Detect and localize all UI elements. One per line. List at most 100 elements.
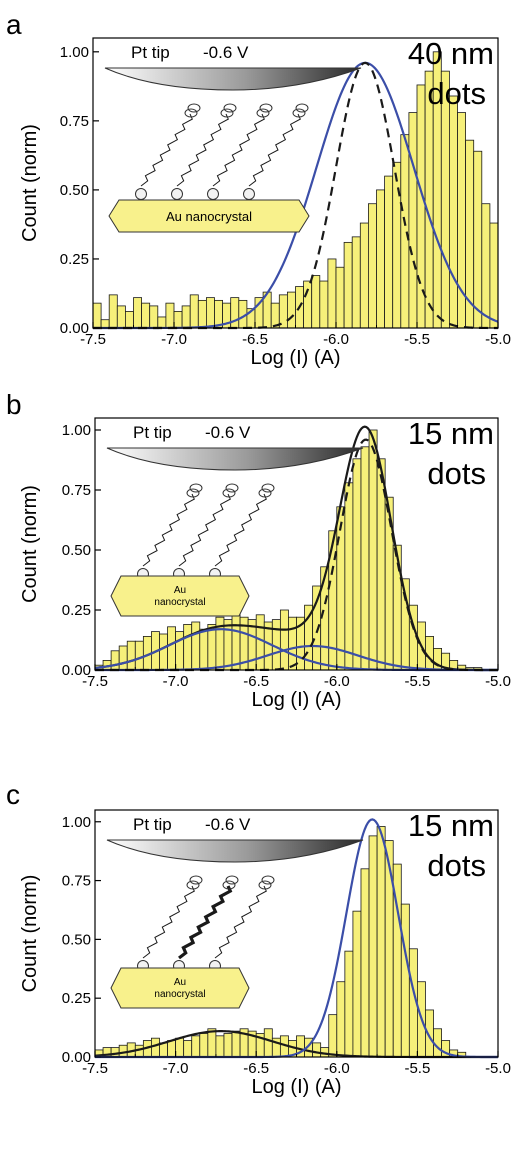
size-label: dots [427, 456, 486, 491]
nanocrystal-label-line: nanocrystal [154, 989, 205, 1000]
nanocrystal-label-line: nanocrystal [154, 597, 205, 608]
histogram-bar [191, 621, 201, 671]
size-label: 40 nm [408, 36, 494, 71]
x-tick-label: -5.5 [404, 1060, 430, 1077]
histogram-bar [141, 302, 151, 329]
molecule-chain [214, 493, 267, 567]
y-tick-label: 0.25 [62, 990, 91, 1007]
headgroup-icon [259, 103, 273, 113]
x-tick-label: -5.5 [404, 673, 430, 690]
headgroup-icon [189, 875, 203, 885]
histogram-bar [312, 1042, 322, 1058]
histogram-bar [335, 266, 345, 329]
histogram-bar [392, 161, 402, 329]
molecule-chain [248, 113, 301, 187]
histogram-bar [126, 640, 136, 671]
pt-tip-icon [106, 447, 364, 471]
headgroup-icon [187, 103, 201, 113]
size-label: dots [427, 76, 486, 111]
y-tick-label: 0.50 [62, 542, 91, 559]
histogram-bar [344, 950, 354, 1058]
histogram-bar [125, 311, 134, 329]
chart-panel-a: a -7.5 -7.0 -6.5 -6.0 -5.5 -5.0 0.00 0.25 0.50 0.7… [6, 9, 511, 369]
y-tick-label: 0.00 [60, 320, 89, 337]
histogram-bar [191, 1035, 201, 1058]
x-tick-label: -6.5 [243, 673, 269, 690]
y-tick-label: 0.00 [62, 1049, 91, 1066]
histogram-bar [336, 506, 346, 671]
histogram-bar [199, 628, 209, 671]
molecule-chain [214, 885, 267, 959]
histogram-bar [376, 826, 386, 1058]
y-tick-label: 0.50 [60, 182, 89, 199]
histogram-bar [199, 1033, 209, 1058]
histogram-bar [351, 236, 361, 329]
headgroup-icon [261, 875, 275, 885]
y-axis-label: Count (norm) [19, 875, 41, 993]
histogram-bar [231, 612, 241, 671]
histogram-bar [183, 624, 193, 671]
molecule-chain [178, 885, 233, 960]
thiol-anchor-icon [207, 188, 219, 200]
headgroup-icon [258, 488, 272, 498]
histogram-bar [92, 302, 102, 329]
y-tick-label: 0.75 [62, 482, 91, 499]
headgroup-icon [225, 483, 239, 493]
bias-label: -0.6 V [205, 423, 251, 442]
x-tick-label: -6.5 [243, 1060, 269, 1077]
headgroup-icon [220, 108, 234, 118]
chart-panel-c: c -7.5 -7.0 -6.5 -6.0 -5.5 -5.0 0.00 0.25 0.50 0.7… [6, 779, 511, 1098]
panel-letter: c [6, 779, 20, 810]
y-axis-label: Count (norm) [19, 485, 41, 603]
histogram-bar [175, 1037, 185, 1058]
histogram-bar [205, 297, 215, 329]
histogram-bar [116, 305, 126, 329]
size-label: dots [427, 848, 486, 883]
histogram-bar [384, 175, 394, 329]
y-tick-label: 0.25 [62, 602, 91, 619]
histogram-bar [368, 835, 378, 1058]
y-tick-label: 0.00 [62, 662, 91, 679]
histogram-bar [263, 1028, 273, 1058]
molecule-chain [142, 885, 195, 959]
histogram-bars [92, 51, 499, 329]
histogram-bar [118, 645, 128, 671]
histogram-bar [183, 1040, 193, 1058]
histogram-bar [159, 1042, 168, 1058]
nanocrystal-label-line: Au [174, 977, 186, 988]
y-tick-label: 0.50 [62, 931, 91, 948]
histogram-bar [343, 241, 353, 329]
histogram-bar [286, 291, 296, 329]
tip-label: Pt tip [133, 815, 172, 834]
headgroup-icon [222, 488, 236, 498]
histogram-bar [367, 203, 377, 329]
histogram-bar [481, 203, 491, 329]
histogram-bar [288, 616, 297, 671]
y-tick-label: 1.00 [62, 814, 91, 831]
panel-letter: b [6, 389, 22, 420]
histogram-bar [359, 222, 369, 329]
histogram-bar [473, 150, 483, 329]
y-tick-label: 1.00 [60, 44, 89, 61]
histogram-bar [352, 458, 362, 671]
histogram-bar [384, 840, 394, 1058]
size-label: 15 nm [408, 416, 494, 451]
junction-schematic: Pt tip -0.6 V Au nanocrystal [104, 43, 362, 233]
y-axis-label: Count (norm) [19, 124, 41, 242]
histogram-bar [400, 134, 410, 329]
headgroup-icon [189, 483, 203, 493]
headgroup-icon [261, 483, 275, 493]
x-tick-label: -6.0 [323, 331, 349, 348]
panel-letter: a [6, 9, 22, 40]
histogram-bar [157, 316, 167, 329]
x-tick-label: -6.0 [324, 1060, 350, 1077]
x-tick-label: -5.0 [485, 1060, 511, 1077]
y-tick-label: 0.25 [60, 251, 89, 268]
nanocrystal-label-line: Au [174, 585, 186, 596]
y-tick-label: 0.75 [62, 873, 91, 890]
histogram-bar [151, 1037, 160, 1058]
histogram-bar [167, 626, 176, 671]
headgroup-icon [225, 875, 239, 885]
histogram-bar [328, 1014, 338, 1058]
